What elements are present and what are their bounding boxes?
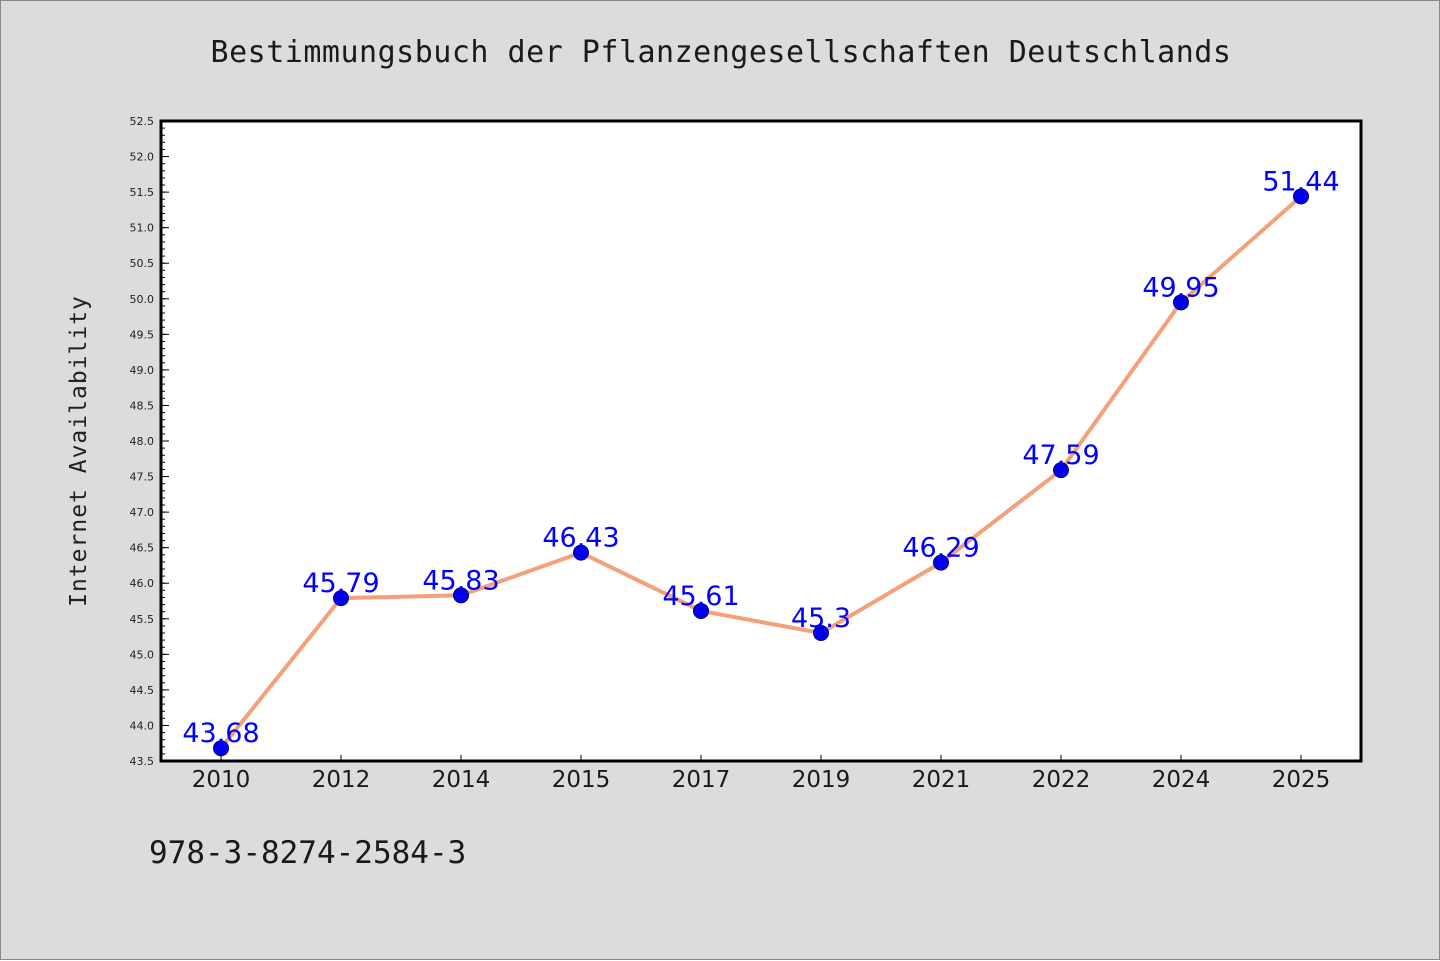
y-tick-label: 50.0 xyxy=(130,293,155,306)
y-tick-label: 50.5 xyxy=(130,257,155,270)
x-tick-label: 2024 xyxy=(1152,767,1211,793)
data-label: 46.29 xyxy=(902,533,979,564)
y-tick-label: 48.0 xyxy=(130,435,155,448)
y-tick-label: 46.5 xyxy=(130,542,155,555)
y-tick-label: 47.5 xyxy=(130,471,155,484)
y-axis-label: Internet Availability xyxy=(66,295,92,607)
data-point xyxy=(813,625,829,641)
x-tick-label: 2012 xyxy=(312,767,371,793)
x-tick-label: 2019 xyxy=(792,767,851,793)
data-point xyxy=(933,554,949,571)
series-line xyxy=(219,194,1303,751)
plot-frame xyxy=(159,119,1363,763)
x-tick-label: 2017 xyxy=(672,767,731,793)
data-point xyxy=(1293,188,1309,205)
y-tick-label: 51.5 xyxy=(130,186,155,199)
data-point xyxy=(213,740,229,757)
x-tick-label: 2010 xyxy=(192,767,251,793)
data-label: 43.68 xyxy=(182,718,259,749)
y-tick-label: 44.0 xyxy=(130,719,155,732)
x-tick-label: 2014 xyxy=(432,767,491,793)
y-tick-label: 43.5 xyxy=(130,755,155,768)
data-label: 45.61 xyxy=(662,581,739,612)
y-tick-label: 45.5 xyxy=(130,613,155,626)
y-tick-label: 46.0 xyxy=(130,577,155,590)
chart-title: Bestimmungsbuch der Pflanzengesellschaft… xyxy=(210,35,1232,70)
y-tick-label: 52.0 xyxy=(130,151,155,164)
data-point xyxy=(1053,462,1069,479)
y-tick-label: 48.5 xyxy=(130,399,155,412)
y-tick-label: 45.0 xyxy=(130,648,155,661)
data-label: 49.95 xyxy=(1142,272,1219,303)
data-label: 45.3 xyxy=(791,603,851,634)
y-tick-label: 52.5 xyxy=(130,115,155,128)
data-point xyxy=(1173,294,1189,311)
data-point xyxy=(573,544,589,561)
x-tick-label: 2021 xyxy=(912,767,971,793)
x-tick-label: 2015 xyxy=(552,767,611,793)
data-point xyxy=(333,590,349,607)
y-tick-label: 51.0 xyxy=(130,222,155,235)
plot-area xyxy=(161,121,1361,761)
y-tick-label: 49.0 xyxy=(130,364,155,377)
data-label: 46.43 xyxy=(542,523,619,554)
x-tick-label: 2022 xyxy=(1032,767,1091,793)
data-point xyxy=(693,602,709,619)
data-label: 45.79 xyxy=(302,568,379,599)
data-point xyxy=(453,587,469,604)
y-tick-label: 49.5 xyxy=(130,328,155,341)
data-label: 51.44 xyxy=(1262,166,1339,197)
data-label: 47.59 xyxy=(1022,440,1099,471)
isbn-text: 978-3-8274-2584-3 xyxy=(149,835,467,871)
y-tick-label: 44.5 xyxy=(130,684,155,697)
data-label: 45.83 xyxy=(422,565,499,596)
x-tick-label: 2025 xyxy=(1272,767,1331,793)
y-tick-label: 47.0 xyxy=(130,506,155,519)
